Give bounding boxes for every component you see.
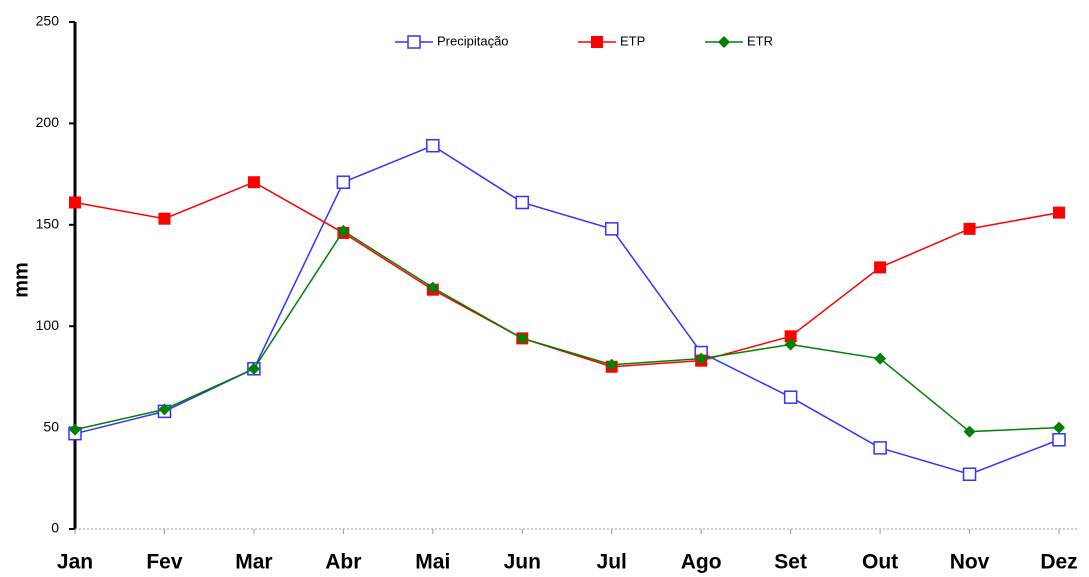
y-tick-label: 50 xyxy=(43,418,59,434)
y-tick-label: 200 xyxy=(36,114,60,130)
marker xyxy=(783,390,798,404)
marker xyxy=(874,352,887,365)
marker xyxy=(1053,206,1065,219)
x-tick-label: Out xyxy=(862,551,898,574)
x-tick-label: Ago xyxy=(681,551,722,574)
marker xyxy=(591,36,603,48)
marker xyxy=(963,425,976,438)
y-tick-label: 100 xyxy=(36,317,60,333)
x-tick-label: Set xyxy=(774,551,807,574)
y-tick-label: 0 xyxy=(51,520,59,536)
marker xyxy=(69,423,81,436)
x-tick-label: Abr xyxy=(325,551,361,574)
marker xyxy=(407,35,421,49)
x-tick-label: Mai xyxy=(415,551,450,574)
marker xyxy=(784,338,797,351)
legend-label: Precipitação xyxy=(437,33,509,48)
marker xyxy=(1053,421,1065,434)
marker xyxy=(784,330,797,343)
marker xyxy=(426,281,439,294)
marker xyxy=(515,195,530,210)
x-tick-label: Fev xyxy=(146,551,183,574)
marker xyxy=(962,467,977,481)
series-line xyxy=(74,181,1060,368)
x-tick-label: Dez xyxy=(1040,551,1077,574)
marker xyxy=(247,176,260,189)
marker xyxy=(158,212,171,225)
marker xyxy=(605,358,618,371)
marker xyxy=(718,36,730,48)
marker xyxy=(963,222,976,235)
x-tick-label: Nov xyxy=(950,551,990,574)
y-tick-label: 150 xyxy=(36,216,60,232)
x-tick-label: Mar xyxy=(235,551,272,574)
marker xyxy=(873,441,887,455)
y-axis-label: mm xyxy=(10,262,32,298)
y-tick-label: 250 xyxy=(36,13,60,29)
marker xyxy=(69,196,81,209)
x-tick-label: Jun xyxy=(504,551,541,574)
marker xyxy=(1052,433,1066,447)
marker xyxy=(604,222,619,236)
marker xyxy=(158,403,171,416)
legend-label: ETP xyxy=(620,33,645,48)
marker xyxy=(336,175,351,189)
marker xyxy=(426,138,440,153)
marker xyxy=(247,362,260,375)
marker xyxy=(874,261,887,274)
x-tick-label: Jan xyxy=(57,551,93,574)
series-line xyxy=(74,229,1060,433)
marker xyxy=(516,332,529,345)
marker xyxy=(695,352,708,365)
x-tick-label: Jul xyxy=(597,551,627,574)
legend-label: ETR xyxy=(747,33,773,48)
marker xyxy=(337,224,350,237)
